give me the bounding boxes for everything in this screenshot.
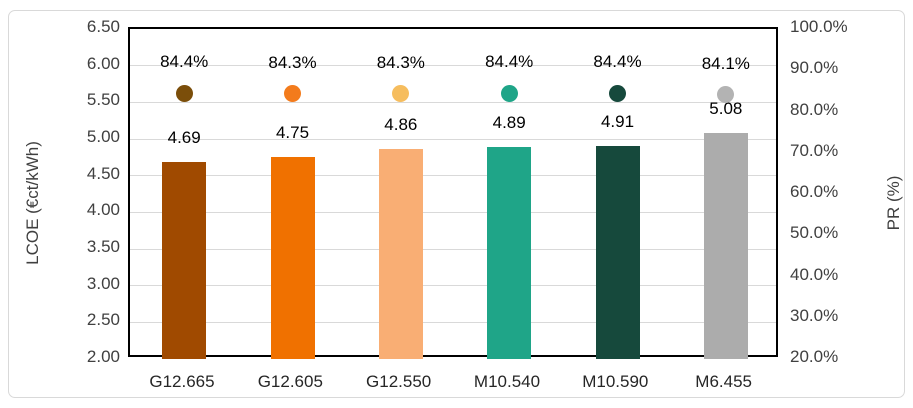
left-axis-tick: 2.00 xyxy=(86,347,120,366)
lcoe-bar-G12.605[interactable] xyxy=(270,157,315,359)
left-axis-tick: 5.50 xyxy=(86,90,120,110)
pr-marker-G12.665[interactable] xyxy=(175,84,193,102)
right-axis-tick: 60.0% xyxy=(790,182,839,201)
left-axis-tick: 2.50 xyxy=(86,310,120,330)
pr-marker-G12.550[interactable] xyxy=(392,85,410,103)
right-axis-tick: 100.0% xyxy=(790,17,848,36)
gridline xyxy=(130,65,776,67)
gridline xyxy=(130,138,776,140)
lcoe-value-label: 5.08 xyxy=(709,99,743,119)
right-axis-tick: 80.0% xyxy=(790,99,839,119)
x-axis-label-G12.665: G12.665 xyxy=(149,372,215,391)
plot-area: 4.69 4.75 4.86 4.89 4.91 5.08 84.4% 84.3% 84.3% 8… xyxy=(128,27,778,359)
pr-value-label: 84.4% xyxy=(160,52,209,72)
lcoe-value-label: 4.75 xyxy=(275,123,310,143)
lcoe-bar-M6.455[interactable] xyxy=(703,133,748,359)
lcoe-value-label: 4.89 xyxy=(492,113,526,133)
pr-value-label: 84.3% xyxy=(268,52,317,72)
pr-marker-G12.605[interactable] xyxy=(284,85,301,103)
left-axis-tick: 6.00 xyxy=(86,53,120,73)
right-axis-tick: 40.0% xyxy=(790,264,839,284)
x-axis-label-M6.455: M6.455 xyxy=(695,372,752,391)
left-axis-tick: 4.50 xyxy=(86,163,120,183)
gridline xyxy=(130,101,776,103)
right-axis-tick: 90.0% xyxy=(790,58,839,78)
pr-value-label: 84.4% xyxy=(485,52,534,72)
right-axis-tick: 30.0% xyxy=(790,305,839,325)
x-axis-label-M10.540: M10.540 xyxy=(473,372,541,391)
lcoe-bar-M10.540[interactable] xyxy=(487,147,532,359)
left-axis-tick: 4.00 xyxy=(86,200,120,220)
gridline xyxy=(130,248,776,250)
lcoe-value-label: 4.69 xyxy=(167,127,201,147)
x-axis-label-G12.605: G12.605 xyxy=(257,372,323,391)
pr-value-label: 84.3% xyxy=(376,52,425,72)
lcoe-value-label: 4.86 xyxy=(384,115,418,135)
gridline xyxy=(130,211,776,213)
right-axis-tick: 70.0% xyxy=(790,140,839,160)
lcoe-bar-M10.590[interactable] xyxy=(595,145,640,359)
left-axis-tick: 3.00 xyxy=(86,273,120,293)
left-axis-tick: 5.00 xyxy=(86,127,120,146)
lcoe-bar-G12.550[interactable] xyxy=(378,149,423,359)
right-axis-tick: 50.0% xyxy=(790,223,839,243)
left-axis-title: LCOE (€ct/kWh) xyxy=(23,141,42,265)
lcoe-bar-G12.665[interactable] xyxy=(162,161,207,359)
pr-value-label: 84.1% xyxy=(701,53,750,73)
gridline xyxy=(130,285,776,287)
pr-value-label: 84.4% xyxy=(593,52,642,72)
left-axis-tick: 3.50 xyxy=(86,237,120,256)
pr-marker-M6.455[interactable] xyxy=(717,86,735,104)
gridline xyxy=(130,175,776,177)
x-axis-label-G12.550: G12.550 xyxy=(366,372,432,391)
right-axis-tick: 20.0% xyxy=(790,347,839,366)
x-axis-label-M10.590: M10.590 xyxy=(582,372,649,391)
left-axis-tick: 6.50 xyxy=(86,17,120,36)
right-axis-title: PR (%) xyxy=(884,175,903,231)
lcoe-value-label: 4.91 xyxy=(600,111,635,131)
gridline xyxy=(130,321,776,323)
pr-marker-M10.540[interactable] xyxy=(500,84,518,102)
pr-marker-M10.590[interactable] xyxy=(609,84,626,102)
